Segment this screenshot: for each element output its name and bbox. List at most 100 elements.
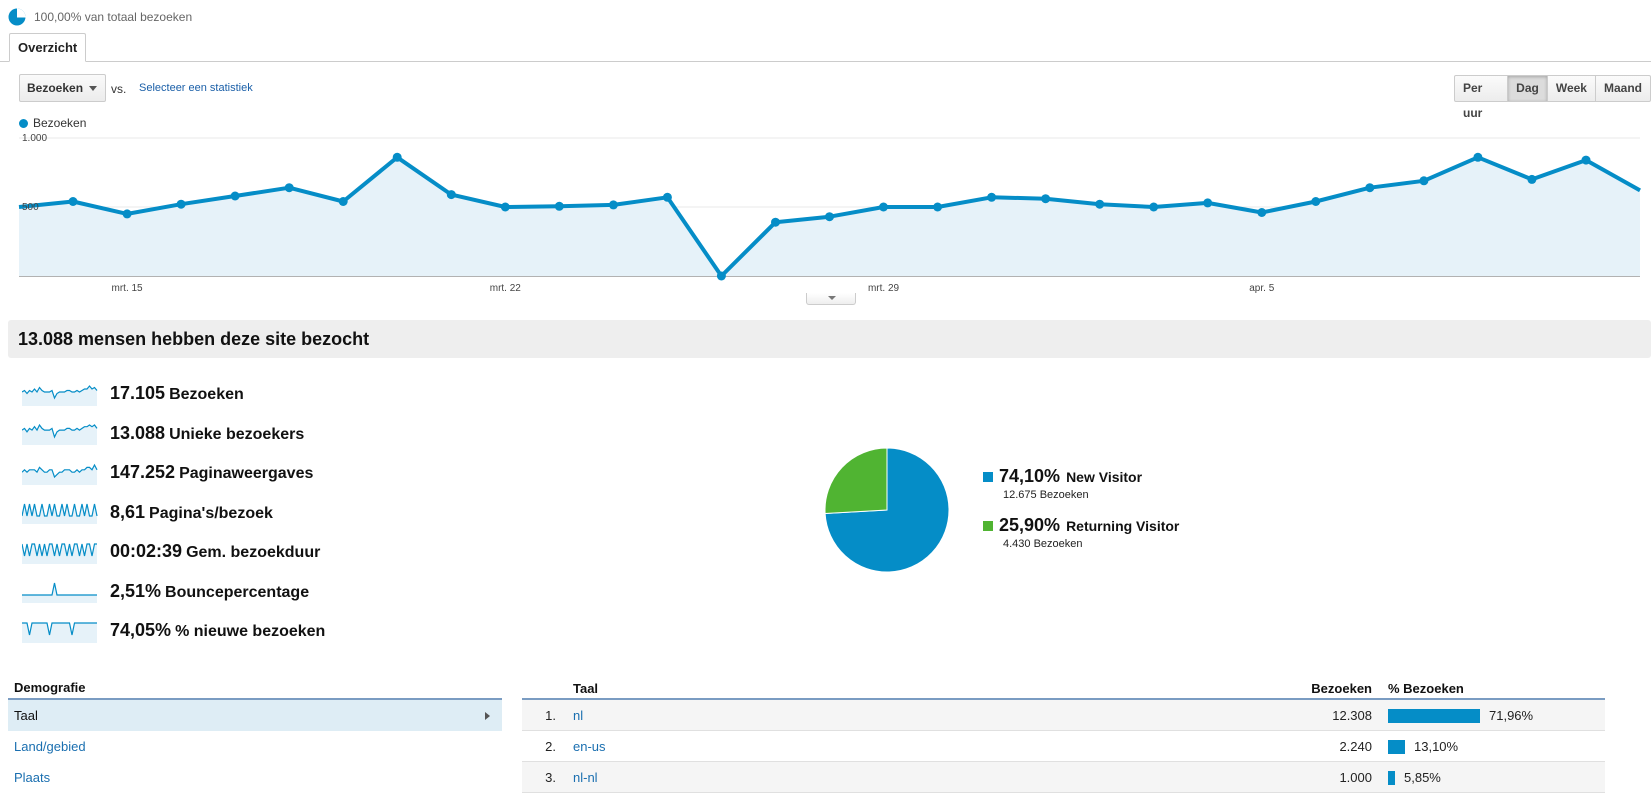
- pie-pct: 25,90%: [999, 515, 1061, 535]
- row-lang-link[interactable]: nl: [573, 708, 584, 723]
- metric-row[interactable]: 147.252 Paginaweergaves: [22, 453, 362, 493]
- row-pct: 71,96%: [1489, 708, 1534, 723]
- row-index: 3.: [545, 770, 556, 785]
- data-point: [1203, 198, 1213, 208]
- metric-row[interactable]: 00:02:39 Gem. bezoekduur: [22, 532, 362, 572]
- demographics-item-plaats[interactable]: Plaats: [8, 762, 502, 793]
- sparkline-icon: [22, 622, 97, 643]
- metric-row[interactable]: 74,05%% nieuwe bezoeken: [22, 611, 362, 651]
- metric-select-value: Bezoeken: [27, 81, 84, 95]
- data-point: [1257, 208, 1267, 217]
- metric-label: Paginaweergaves: [179, 465, 314, 483]
- metric-row[interactable]: 8,61 Pagina's/bezoek: [22, 493, 362, 533]
- table-row: 1. nl 12.308 71,96%: [522, 700, 1605, 731]
- pie-legend-item-returning: 25,90% Returning Visitor 4.430 Bezoeken: [983, 515, 1179, 550]
- pie-slice-1: [824, 447, 888, 515]
- segment-header[interactable]: 100,00% van totaal bezoeken: [8, 8, 192, 26]
- data-point: [500, 202, 510, 212]
- period-button-dag[interactable]: Dag: [1507, 75, 1548, 102]
- row-pct-bar: [1388, 740, 1405, 754]
- demographics-item-label: Plaats: [14, 770, 51, 785]
- sparkline-line: [22, 424, 98, 439]
- demographics-item-taal[interactable]: Taal: [8, 700, 502, 731]
- sparkline-area: [22, 385, 97, 406]
- metric-row[interactable]: 2,51% Bouncepercentage: [22, 572, 362, 612]
- metric-value: 74,05%: [110, 620, 172, 641]
- metric-value: 13.088: [110, 422, 166, 443]
- metric-value: 00:02:39: [110, 541, 183, 562]
- period-button-week[interactable]: Week: [1546, 75, 1596, 102]
- row-pct-bar: [1388, 709, 1480, 723]
- table-header: Taal Bezoeken % Bezoeken: [522, 678, 1605, 700]
- legend-dot-icon: [19, 118, 28, 128]
- pie-pct: 74,10%: [999, 466, 1061, 486]
- table-row: 3. nl-nl 1.000 5,85%: [522, 762, 1605, 793]
- data-point: [1581, 155, 1591, 165]
- summary-title: 13.088 mensen hebben deze site bezocht: [8, 320, 1651, 358]
- data-point: [771, 217, 780, 227]
- row-visits: 12.308: [1332, 708, 1372, 723]
- row-visits: 2.240: [1339, 739, 1372, 754]
- period-button-per-uur[interactable]: Per uur: [1454, 75, 1509, 120]
- data-point: [987, 192, 997, 202]
- demographics-item-label: Taal: [14, 708, 38, 723]
- row-lang-link[interactable]: nl-nl: [573, 770, 598, 785]
- demographics-item-label: Land/gebied: [14, 739, 86, 754]
- vs-label: vs.: [111, 82, 127, 96]
- table-row: 2. en-us 2.240 13,10%: [522, 731, 1605, 762]
- data-point: [446, 190, 456, 200]
- sparkline-line: [22, 504, 98, 517]
- chart-area-fill: [19, 157, 1640, 276]
- row-index: 2.: [545, 739, 556, 754]
- sparkline-line: [22, 543, 97, 556]
- data-point: [176, 199, 186, 209]
- data-point: [608, 200, 618, 210]
- row-visits: 1.000: [1339, 770, 1372, 785]
- data-point: [230, 191, 240, 201]
- visitor-type-pie[interactable]: [822, 445, 952, 575]
- demographics-item-land[interactable]: Land/gebied: [8, 731, 502, 762]
- sparkline-area: [22, 464, 97, 485]
- row-lang-link[interactable]: en-us: [573, 739, 606, 754]
- y-tick-label: 1.000: [22, 133, 47, 144]
- metric-label: Unieke bezoekers: [169, 425, 305, 443]
- chart-legend: Bezoeken: [19, 116, 86, 130]
- chevron-down-icon: [828, 296, 836, 300]
- column-header-pct: % Bezoeken: [1388, 681, 1464, 696]
- chart-collapse-handle[interactable]: [806, 293, 856, 305]
- sparkline-icon: [22, 384, 98, 406]
- period-button-maand[interactable]: Maand: [1594, 75, 1651, 102]
- chart-y-ticks: 1.000 500: [22, 133, 47, 213]
- x-tick-label: mrt. 15: [112, 283, 144, 294]
- pie-sub: 12.675 Bezoeken: [1003, 489, 1089, 501]
- sparkline-icon: [22, 583, 97, 604]
- data-point: [392, 152, 402, 162]
- series-area: [19, 157, 1640, 276]
- chevron-down-icon: [89, 86, 97, 91]
- metric-value: 17.105: [110, 383, 166, 404]
- sparkline-line: [22, 463, 98, 478]
- chevron-right-icon: [485, 712, 490, 720]
- metric-select[interactable]: Bezoeken: [19, 74, 106, 102]
- segment-label: 100,00% van totaal bezoeken: [34, 10, 193, 24]
- tab-overzicht[interactable]: Overzicht: [9, 33, 87, 62]
- data-point: [122, 209, 132, 219]
- sparkline-area: [22, 543, 97, 564]
- row-pct-bar: [1388, 771, 1395, 785]
- metric-row[interactable]: 17.105 Bezoeken: [22, 374, 362, 414]
- x-tick-label: mrt. 29: [868, 283, 900, 294]
- demographics-panel: Demografie Taal Land/gebied Plaats: [8, 678, 502, 793]
- metric-label: Pagina's/bezoek: [149, 504, 273, 522]
- metric-value: 147.252: [110, 462, 176, 483]
- x-tick-label: mrt. 22: [490, 283, 522, 294]
- data-point: [1149, 202, 1159, 212]
- metric-label: % nieuwe bezoeken: [175, 623, 326, 641]
- metric-row[interactable]: 13.088 Unieke bezoekers: [22, 414, 362, 454]
- data-point: [284, 183, 294, 193]
- row-pct: 5,85%: [1404, 770, 1441, 785]
- select-stat-link[interactable]: Selecteer een statistiek: [139, 82, 253, 94]
- legend-square-icon: [983, 471, 993, 482]
- visits-line-chart[interactable]: 1.000 500 mrt. 15 mrt. 22 mrt. 29 apr. 5: [0, 130, 1651, 295]
- data-point: [1365, 183, 1375, 193]
- metric-label: Bouncepercentage: [165, 583, 310, 601]
